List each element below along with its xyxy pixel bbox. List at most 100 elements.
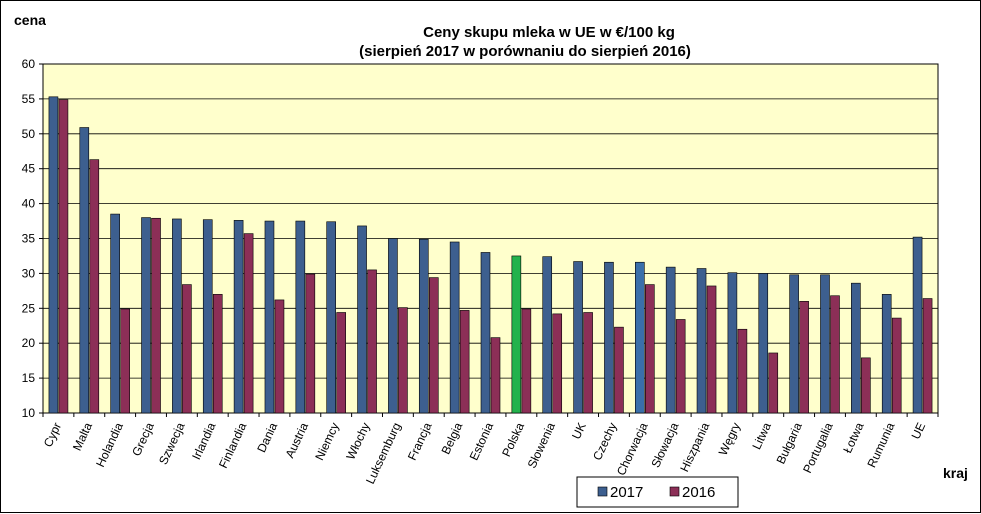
- bar-2017: [388, 238, 398, 414]
- bar-2016: [459, 310, 470, 414]
- y-tick-label: 55: [22, 92, 36, 106]
- bar-2016: [922, 298, 933, 414]
- bar-2016: [182, 284, 192, 414]
- x-tick-label: Włochy: [343, 420, 372, 462]
- bar-2017: [172, 218, 182, 414]
- legend-label-2017: 2017: [610, 484, 643, 501]
- x-tick-label: Dania: [254, 420, 280, 455]
- bar-2017: [881, 294, 892, 414]
- bar-2016: [305, 273, 316, 414]
- x-tick-label: Bułgaria: [774, 420, 805, 466]
- legend: 2017 2016: [576, 476, 739, 508]
- legend-swatch-2017: [597, 486, 608, 497]
- x-tick-label: Cypr: [41, 420, 64, 449]
- x-tick-label: Holandia: [93, 420, 126, 469]
- bar-2016: [521, 308, 532, 414]
- y-tick-label: 50: [22, 127, 36, 141]
- bar-2017: [789, 274, 799, 414]
- bar-2017: [912, 236, 923, 414]
- bar-2017: [851, 282, 861, 414]
- y-tick-label: 60: [22, 57, 36, 71]
- chart-subtitle: (sierpień 2017 w porównaniu do sierpień …: [359, 43, 691, 60]
- bar-2017: [233, 220, 244, 414]
- bar-2016: [706, 285, 717, 414]
- x-axis-label: kraj: [943, 465, 968, 481]
- bar-2017: [449, 241, 460, 414]
- x-tick-label: Malta: [70, 420, 95, 453]
- bar-2016: [120, 308, 130, 414]
- x-tick-label: Grecja: [129, 420, 157, 458]
- bar-2016: [891, 317, 902, 414]
- bar-2017: [573, 261, 583, 414]
- bar-2017: [326, 221, 336, 414]
- x-tick-label: Polska: [499, 420, 527, 459]
- bar-2017: [110, 213, 120, 414]
- x-tick-label: Francja: [405, 420, 435, 462]
- plot-border: [42, 63, 939, 414]
- y-tick-label: 10: [22, 406, 36, 420]
- y-tick-label: 40: [22, 197, 36, 211]
- bar-2017: [418, 238, 429, 414]
- x-tick-label: Słowenia: [525, 420, 558, 470]
- bar-2017: [480, 252, 491, 414]
- y-tick-label: 15: [22, 371, 36, 385]
- bar-2016: [737, 328, 748, 414]
- y-tick-label: 35: [22, 232, 36, 246]
- bar-2016: [274, 299, 285, 414]
- bar-2016: [645, 284, 655, 414]
- bar-2016: [212, 294, 223, 414]
- x-tick-label: Niemcy: [312, 420, 342, 462]
- bar-2016: [861, 357, 871, 414]
- y-tick-label: 30: [22, 266, 36, 280]
- x-tick-label: Rumunia: [864, 420, 897, 470]
- x-tick-label: Litwa: [749, 420, 774, 452]
- bar-2016: [490, 337, 501, 414]
- bar-2017: [264, 220, 275, 414]
- bar-2017: [696, 268, 707, 414]
- bar-2017: [202, 219, 213, 414]
- x-tick-label: Estonia: [467, 420, 497, 462]
- x-tick-label: UE: [909, 420, 929, 441]
- x-tick-label: Łotwa: [840, 420, 866, 455]
- bar-2016: [830, 295, 840, 414]
- bar-2017: [357, 225, 367, 414]
- y-tick-label: 25: [22, 301, 36, 315]
- x-tick-label: Czechy: [590, 420, 620, 462]
- x-tick-label: Irlandia: [189, 420, 218, 462]
- x-tick-label: Portugalia: [800, 420, 836, 475]
- legend-swatch-2016: [669, 486, 680, 497]
- bar-2016: [367, 269, 377, 414]
- chart-title: Ceny skupu mleka w UE w €/100 kg: [423, 24, 675, 41]
- bar-2017: [758, 273, 769, 414]
- y-tick-label: 45: [22, 162, 36, 176]
- legend-label-2016: 2016: [682, 484, 715, 501]
- x-tick-label: Słowacja: [648, 420, 681, 470]
- bar-2017: [48, 96, 59, 414]
- bar-2017: [511, 255, 522, 414]
- bar-2016: [583, 312, 593, 414]
- y-axis-label: cena: [14, 12, 46, 28]
- x-tick-label: Węgry: [716, 420, 743, 457]
- bar-2016: [675, 319, 686, 414]
- bar-2016: [151, 217, 161, 414]
- bar-2016: [428, 277, 439, 414]
- bar-2016: [243, 233, 254, 414]
- bar-2017: [727, 272, 738, 414]
- x-tick-label: Austria: [283, 420, 312, 460]
- bar-2017: [820, 274, 830, 414]
- x-tick-label: Hiszpania: [677, 420, 712, 474]
- x-tick-label: UK: [569, 420, 589, 441]
- bar-2017: [604, 261, 614, 414]
- bar-2016: [614, 326, 624, 414]
- bar-2016: [552, 313, 563, 414]
- bar-2017: [665, 266, 676, 414]
- bar-2016: [799, 301, 809, 414]
- bar-2016: [336, 312, 346, 414]
- bar-2016: [768, 352, 779, 414]
- bar-2016: [398, 307, 408, 414]
- bar-2017: [635, 261, 645, 414]
- x-tick-label: Chorwacja: [614, 420, 651, 478]
